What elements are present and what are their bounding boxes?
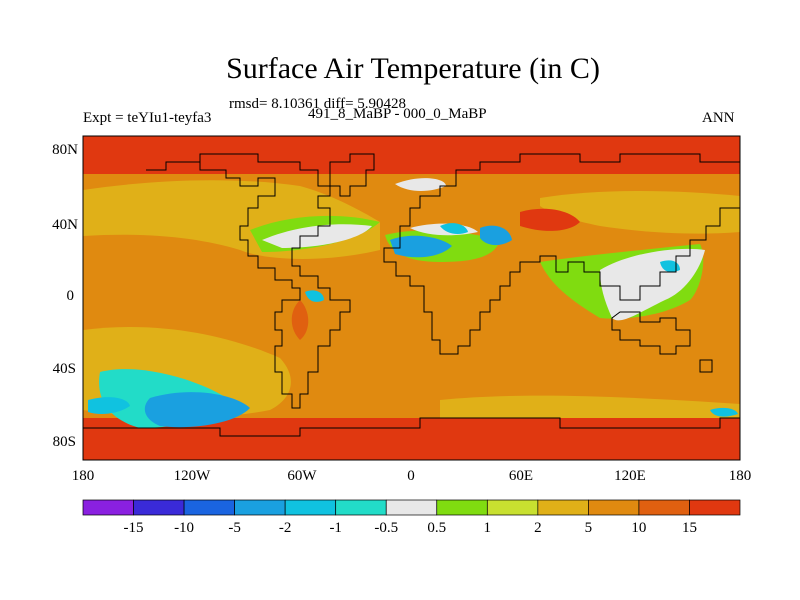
colorbar-swatch	[234, 499, 286, 516]
colorbar-swatch	[385, 499, 438, 516]
colorbar-label: -0.5	[374, 520, 398, 536]
colorbar-swatch	[335, 499, 387, 516]
lon-tick-label: 180	[72, 468, 95, 484]
colorbar-swatch	[588, 499, 640, 516]
lat-tick-label: 40N	[52, 217, 78, 233]
colorbar-swatch	[183, 499, 235, 516]
colorbar-swatch	[436, 499, 488, 516]
difference-case-label: 491_8_MaBP - 000_0_MaBP	[308, 106, 487, 122]
lat-tick-label: 80N	[52, 142, 78, 158]
lon-tick-label: 60E	[509, 468, 533, 484]
cold-pocket	[480, 225, 512, 246]
colorbar-label: 5	[585, 520, 593, 536]
colorbar-swatch	[82, 499, 134, 516]
asia-north-band	[540, 191, 740, 234]
colorbar-label: -1	[329, 520, 342, 536]
cold-pocket	[440, 223, 468, 234]
latitude-axis: 80N 40N 0 40S 80S	[52, 142, 78, 450]
colorbar-swatch	[284, 499, 337, 516]
lat-tick-label: 40S	[53, 361, 76, 377]
colorbar-swatch	[689, 499, 741, 516]
cold-pocket	[390, 235, 452, 258]
season-label: ANN	[702, 110, 735, 126]
warm-patch	[291, 300, 309, 340]
cold-pocket	[144, 392, 250, 428]
coastline-outlines	[83, 153, 740, 460]
colorbar-label: -2	[279, 520, 292, 536]
experiment-label: Expt = teYIu1-teyfa3	[83, 110, 212, 126]
colorbar-label: 1	[484, 520, 492, 536]
stats-label: rmsd= 8.10361 diff= 5.90428	[229, 96, 407, 112]
cold-pocket	[305, 290, 324, 302]
lat-tick-label: 0	[67, 288, 75, 304]
lon-tick-label: 120W	[174, 468, 212, 484]
colorbar-label: -5	[228, 520, 241, 536]
colorbar-swatch	[486, 499, 539, 516]
lat-tick-label: 80S	[53, 434, 76, 450]
southern-ocean-band	[440, 395, 740, 418]
colorbar-label: 10	[631, 520, 646, 536]
colorbar-label: 2	[534, 520, 542, 536]
colorbar-swatch	[537, 499, 589, 516]
lon-tick-label: 60W	[287, 468, 317, 484]
colorbar-swatch	[638, 499, 690, 516]
temperature-field	[83, 136, 740, 460]
colorbar-label: 0.5	[427, 520, 446, 536]
arctic-warm-band	[83, 136, 740, 174]
cold-pocket	[88, 397, 130, 414]
colorbar-label: -10	[174, 520, 194, 536]
lon-tick-label: 180	[729, 468, 752, 484]
colorbar-label: 15	[682, 520, 697, 536]
warm-patch	[520, 208, 580, 231]
lon-tick-label: 0	[407, 468, 415, 484]
colorbar: -15 -10 -5 -2 -1 -0.5 0.5 1 2 5 10 15	[82, 499, 741, 536]
lon-tick-label: 120E	[614, 468, 646, 484]
longitude-axis: 180 120W 60W 0 60E 120E 180	[72, 468, 752, 484]
cold-pocket	[660, 260, 680, 272]
map-frame	[82, 135, 741, 461]
cold-pocket	[710, 407, 738, 417]
neutral-area	[395, 178, 446, 191]
map-title: Surface Air Temperature (in C)	[226, 52, 600, 85]
colorbar-swatch	[133, 499, 185, 516]
colorbar-label: -15	[124, 520, 144, 536]
